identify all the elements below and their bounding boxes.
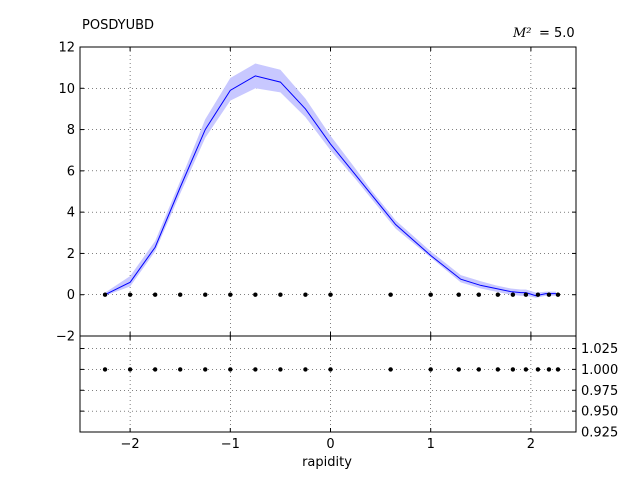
annotation-symbol: M²	[512, 26, 532, 41]
ratio-point	[523, 367, 529, 372]
ratio-point	[328, 367, 333, 372]
ratio-point	[127, 367, 133, 372]
data-point	[495, 292, 501, 297]
x-axis-label: rapidity	[302, 455, 352, 470]
y-tick-label: 0.975	[581, 384, 618, 399]
y-tick-label: 10	[58, 82, 75, 97]
chart-title: POSDYUBD	[82, 18, 154, 33]
data-point	[102, 292, 108, 297]
data-point	[203, 292, 208, 297]
ratio-point	[388, 367, 393, 372]
uncertainty-band	[105, 63, 556, 298]
plot-frame	[79, 335, 577, 433]
data-point	[253, 292, 258, 297]
ratio-point	[228, 367, 233, 372]
ratio-point	[152, 367, 158, 372]
y-tick-label: 6	[67, 164, 75, 179]
data-point	[523, 292, 529, 297]
ratio-point	[428, 367, 433, 372]
data-point	[303, 292, 308, 297]
ratio-point	[102, 367, 108, 372]
ratio-point	[203, 367, 208, 372]
ratio-point	[178, 367, 183, 372]
data-point	[535, 292, 541, 297]
data-point	[152, 292, 158, 297]
ratio-point	[278, 367, 283, 372]
ratio-point	[555, 367, 561, 372]
ratio-point	[546, 367, 552, 372]
ratio-plot: 0.925 0.950 0.975 1.000 1.025 −2 −1 0 1 2	[79, 335, 618, 452]
y-tick-label: 1.025	[581, 342, 618, 357]
series-line	[104, 75, 556, 297]
data-point	[456, 292, 461, 297]
data-point	[476, 292, 482, 297]
y-tick-label: −2	[56, 330, 75, 345]
data-point	[510, 292, 516, 297]
y-tick-label: 2	[67, 247, 75, 262]
y-tick-label: 1.000	[581, 363, 618, 378]
ratio-point	[456, 367, 461, 372]
ratio-point	[495, 367, 501, 372]
data-point	[127, 292, 133, 297]
y-tick-label: 0.925	[581, 426, 618, 441]
x-tick-label: 0	[326, 437, 334, 452]
ratio-point	[535, 367, 541, 372]
data-point	[328, 292, 333, 297]
ratio-point	[510, 367, 516, 372]
y-tick-label: 0	[67, 288, 75, 303]
y-tick-label: 4	[67, 206, 75, 221]
ratio-point	[476, 367, 482, 372]
x-tick-label: −1	[221, 437, 240, 452]
data-point	[555, 292, 561, 297]
y-tick-label: 0.950	[581, 405, 618, 420]
data-point	[278, 292, 283, 297]
x-tick-label: −2	[121, 437, 140, 452]
y-tick-label: 12	[58, 41, 75, 56]
data-point	[228, 292, 233, 297]
x-tick-label: 2	[527, 437, 535, 452]
ratio-point	[253, 367, 258, 372]
annotation-value: = 5.0	[539, 26, 575, 41]
data-point	[178, 292, 183, 297]
x-tick-label: 1	[427, 437, 435, 452]
data-point	[428, 292, 433, 297]
data-point	[388, 292, 393, 297]
main-plot: −2 0 2 4 6 8 10 12	[56, 41, 577, 345]
data-point	[546, 292, 552, 297]
ratio-point	[303, 367, 308, 372]
y-tick-label: 8	[67, 123, 75, 138]
